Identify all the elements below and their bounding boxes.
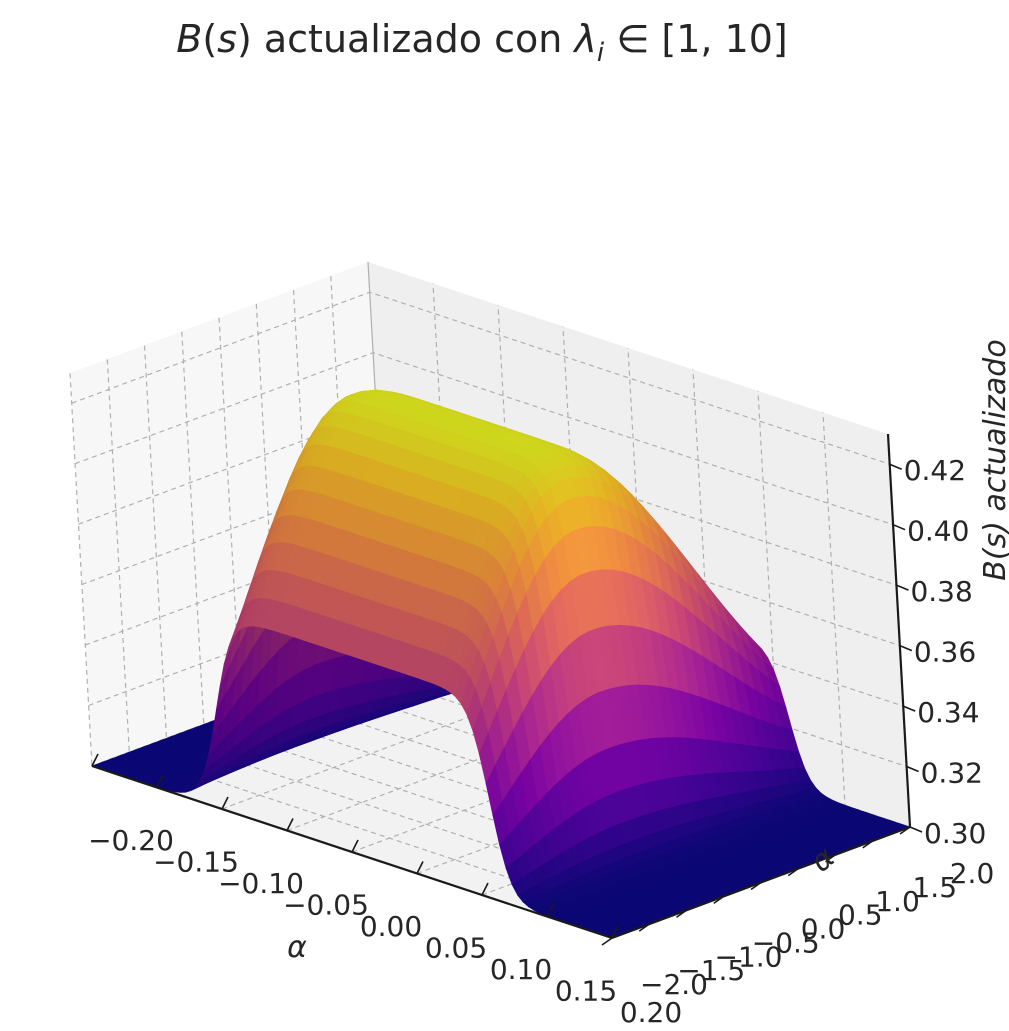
tick-labels: −0.20−0.15−0.10−0.050.000.050.100.150.20… bbox=[88, 454, 995, 1029]
y-tick-label: −1.0 bbox=[715, 940, 783, 973]
y-tick-label: −2.0 bbox=[640, 968, 708, 1001]
y-tick bbox=[601, 937, 613, 946]
z-tick-label: 0.32 bbox=[921, 757, 983, 790]
chart-title: B(s) actualizado con λi ∈ [1, 10] bbox=[176, 17, 788, 68]
z-tick bbox=[909, 826, 923, 833]
x-tick-label: −0.10 bbox=[218, 867, 304, 900]
z-tick bbox=[892, 523, 906, 531]
y-tick bbox=[638, 923, 650, 932]
y-tick-label: 2.0 bbox=[950, 857, 995, 890]
x-tick-label: 0.00 bbox=[360, 910, 422, 943]
z-tick-label: 0.40 bbox=[907, 515, 969, 548]
x-tick bbox=[481, 882, 489, 896]
y-tick-label: −0.5 bbox=[752, 926, 820, 959]
x-tick-label: −0.20 bbox=[88, 824, 174, 857]
y-tick bbox=[750, 881, 762, 891]
x-tick bbox=[91, 753, 99, 767]
z-axis-line bbox=[886, 433, 912, 828]
grid-line-z bbox=[71, 291, 890, 465]
grid-line-z bbox=[74, 352, 894, 526]
y-tick bbox=[713, 895, 725, 905]
z-tick-label: 0.36 bbox=[914, 636, 976, 669]
z-tick-label: 0.38 bbox=[910, 575, 972, 608]
y-tick-label: 1.0 bbox=[875, 885, 920, 918]
z-tick-label: 0.42 bbox=[904, 454, 966, 487]
z-tick-label: 0.30 bbox=[924, 817, 986, 850]
x-tick bbox=[611, 925, 619, 939]
x-tick bbox=[416, 861, 424, 874]
y-tick bbox=[676, 909, 687, 918]
x-tick bbox=[221, 796, 229, 810]
z-tick bbox=[889, 463, 903, 470]
y-tick bbox=[899, 826, 911, 835]
x-tick bbox=[351, 839, 359, 853]
grid-line-y bbox=[106, 359, 650, 925]
surface-mesh bbox=[91, 389, 911, 939]
y-tick-label: 0.5 bbox=[838, 899, 883, 932]
x-tick-label: −0.05 bbox=[283, 889, 369, 922]
z-tick bbox=[906, 765, 919, 773]
x-tick bbox=[546, 904, 554, 917]
x-tick-label: 0.05 bbox=[425, 932, 487, 965]
x-tick bbox=[156, 775, 164, 788]
x-tick-label: −0.15 bbox=[153, 846, 239, 879]
z-tick-label: 0.34 bbox=[917, 696, 979, 729]
x-tick-label: 0.10 bbox=[490, 953, 552, 986]
y-tick bbox=[825, 854, 836, 863]
y-tick-label: 1.5 bbox=[912, 871, 957, 904]
y-tick-label: 0.0 bbox=[801, 913, 846, 946]
y-tick-label: −1.5 bbox=[677, 954, 745, 987]
y-tick bbox=[787, 867, 799, 877]
x-tick-label: 0.20 bbox=[620, 996, 682, 1026]
y-tick bbox=[862, 840, 874, 849]
x-axis-label: α bbox=[287, 930, 307, 965]
x-tick bbox=[286, 818, 294, 831]
x-tick-label: 0.15 bbox=[555, 975, 617, 1008]
z-tick bbox=[896, 584, 909, 591]
z-tick bbox=[902, 705, 916, 712]
z-tick bbox=[899, 644, 913, 652]
z-axis-label: B(s) actualizado bbox=[978, 339, 1009, 580]
